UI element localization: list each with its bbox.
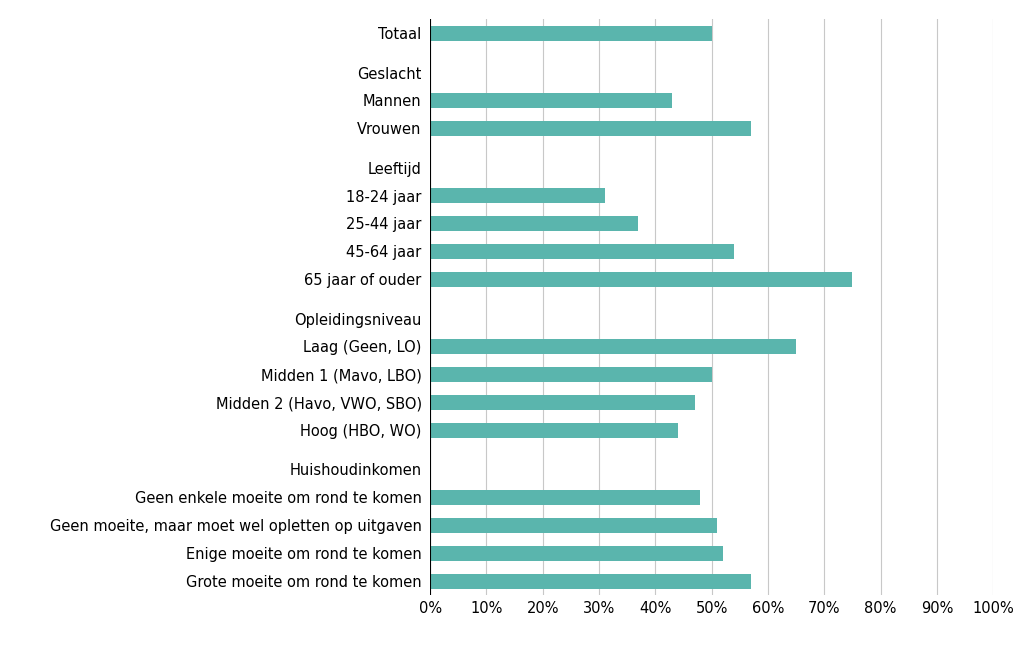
Bar [430, 518, 717, 533]
Bar [430, 422, 678, 438]
Bar [430, 574, 752, 589]
Bar [430, 395, 694, 410]
Bar [430, 490, 700, 505]
Bar [430, 545, 723, 561]
Bar [430, 121, 752, 136]
Bar [430, 26, 712, 41]
Bar [430, 216, 639, 231]
Bar [430, 244, 734, 259]
Bar [430, 93, 672, 108]
Bar [430, 272, 852, 287]
Bar [430, 188, 604, 203]
Bar [430, 339, 797, 354]
Bar [430, 367, 712, 382]
